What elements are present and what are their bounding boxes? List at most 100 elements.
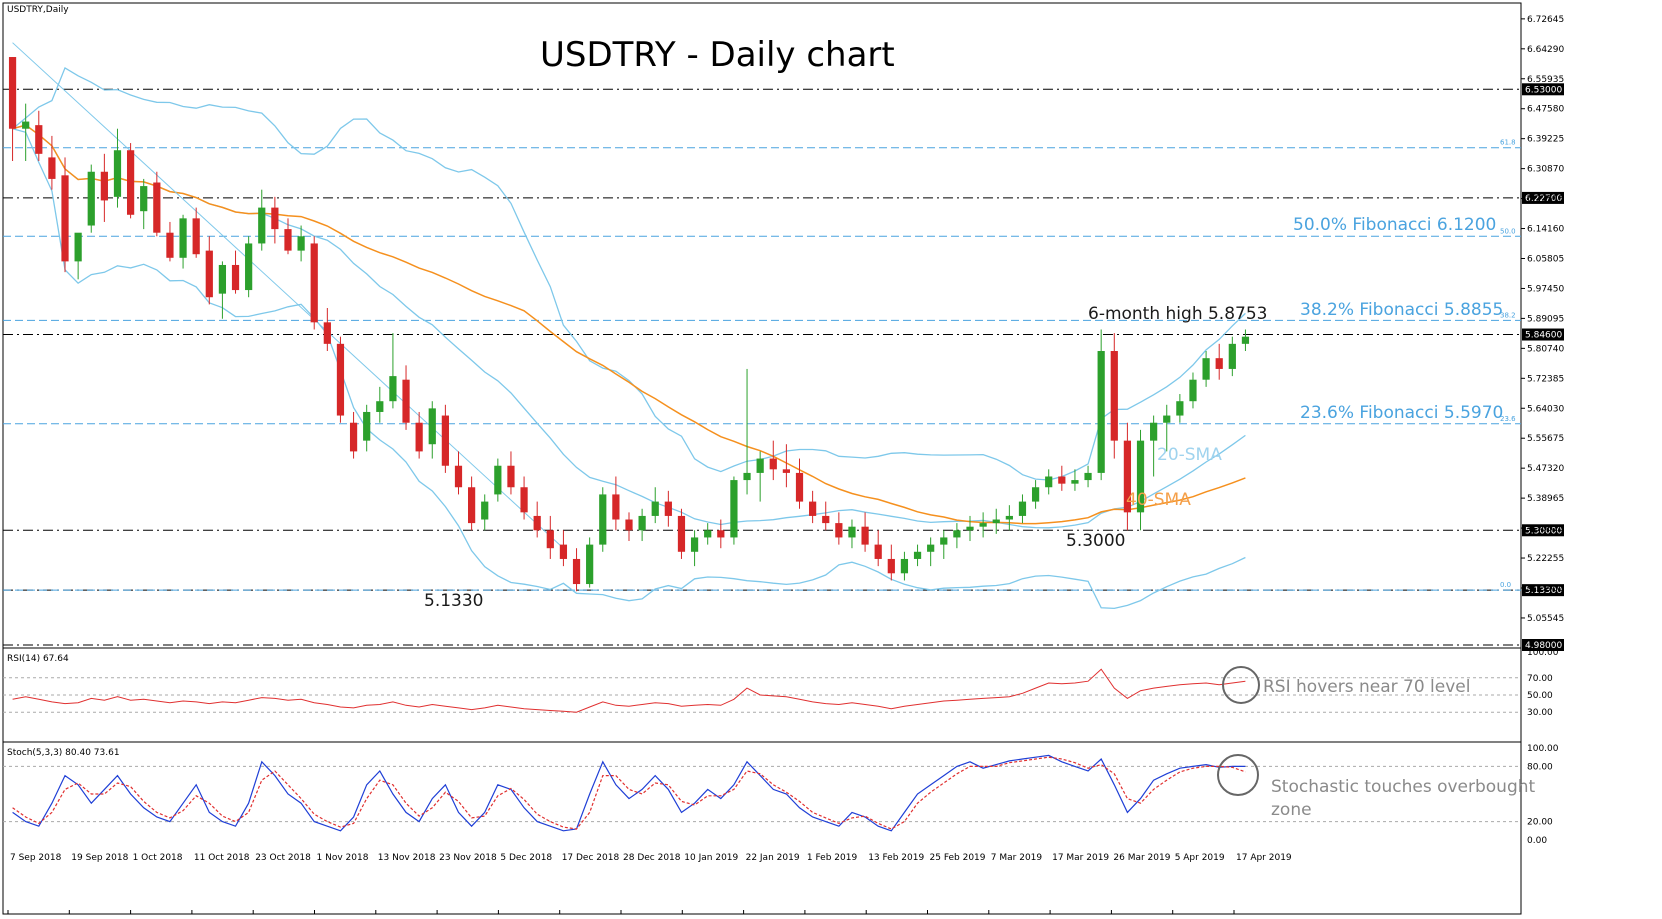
level-badge-text: 4.98000 xyxy=(1525,641,1562,651)
candle-body xyxy=(454,465,463,488)
price-tick-label: 6.47580 xyxy=(1527,105,1564,115)
date-tick-label: 28 Dec 2018 xyxy=(623,853,681,863)
candle-body xyxy=(900,558,909,574)
level-badge xyxy=(1522,83,1564,96)
date-tick-label: 7 Sep 2018 xyxy=(10,853,62,863)
candle-body xyxy=(1045,476,1053,488)
candle-body xyxy=(166,232,174,258)
candle-body xyxy=(822,515,830,524)
candle-body xyxy=(1241,336,1250,344)
stoch-tick-label: 0.00 xyxy=(1527,836,1547,846)
date-tick-label: 13 Feb 2019 xyxy=(868,853,924,863)
sma40-line xyxy=(12,124,1246,525)
candle-body xyxy=(1150,422,1158,441)
candle-body xyxy=(8,57,17,129)
rsi-tick-label: 70.00 xyxy=(1527,674,1553,684)
candle-body xyxy=(363,411,371,441)
candle-body xyxy=(638,515,646,531)
candle-body xyxy=(966,526,974,531)
price-tick-label: 6.64290 xyxy=(1527,45,1564,55)
levels-layer: 6.53000 6.22700 5.84600 5.30000 5.13300 4.980… xyxy=(3,83,1564,651)
candle-body xyxy=(730,480,738,538)
candle-body xyxy=(192,218,200,255)
fib-23-label: 23.6% Fibonacci 5.5970 xyxy=(1300,403,1503,423)
candle-body xyxy=(481,501,489,520)
candle-body xyxy=(428,408,436,445)
date-tick-label: 17 Apr 2019 xyxy=(1236,853,1292,863)
price-tick-label: 5.22255 xyxy=(1527,554,1564,564)
date-tick-label: 1 Oct 2018 xyxy=(133,853,183,863)
candle-body xyxy=(1071,480,1079,484)
candle-body xyxy=(284,229,292,251)
level-badge xyxy=(1522,524,1564,537)
date-tick-label: 7 Mar 2019 xyxy=(991,853,1043,863)
candle-body xyxy=(861,526,869,545)
date-tick-label: 23 Nov 2018 xyxy=(439,853,497,863)
candle-body xyxy=(323,322,331,344)
fib-38-label: 38.2% Fibonacci 5.8855 xyxy=(1300,300,1503,320)
bands-layer xyxy=(12,42,1246,610)
date-tick-label: 1 Feb 2019 xyxy=(807,853,858,863)
candle-body xyxy=(126,150,135,215)
candle-body xyxy=(271,207,279,230)
level-badge-text: 5.30000 xyxy=(1525,526,1562,536)
price-tick-label: 6.39225 xyxy=(1527,135,1564,145)
candle-body xyxy=(1123,440,1132,513)
candle-body xyxy=(743,472,751,481)
symbol-label: USDTRY,Daily xyxy=(7,5,69,15)
candle-body xyxy=(349,422,358,452)
candle-body xyxy=(310,243,318,323)
candle-body xyxy=(979,523,987,527)
candle-body xyxy=(717,530,725,538)
candle-body xyxy=(769,458,777,470)
candle-body xyxy=(887,558,895,574)
stoch-highlight-circle xyxy=(1217,754,1259,796)
candle-body xyxy=(1189,379,1197,402)
rsi-panel: 100.00 70.00 50.00 30.00 xyxy=(3,648,1559,718)
trend-line xyxy=(12,42,564,549)
candle-body xyxy=(74,232,82,262)
six-month-high-label: 6-month high 5.8753 xyxy=(1088,304,1267,324)
candle-body xyxy=(782,469,790,473)
candle-body xyxy=(1110,351,1118,441)
date-tick-label: 1 Nov 2018 xyxy=(317,853,369,863)
price-tick-label: 5.89095 xyxy=(1527,314,1564,324)
date-tick-label: 22 Jan 2019 xyxy=(746,853,800,863)
candle-body xyxy=(231,264,240,291)
price-tick-label: 5.47320 xyxy=(1527,464,1564,474)
fib-tag: 38.2 xyxy=(1500,311,1516,319)
candle-body xyxy=(1005,515,1013,520)
price-tick-label: 6.30870 xyxy=(1527,165,1564,175)
candle-body xyxy=(586,544,594,585)
date-axis: 7 Sep 2018 19 Sep 2018 1 Oct 2018 11 Oct 20… xyxy=(7,853,1292,914)
stoch-k-line xyxy=(12,754,1246,832)
candle-body xyxy=(389,376,397,402)
rsi-annotation: RSI hovers near 70 level xyxy=(1263,677,1470,697)
level-badge xyxy=(1522,584,1564,597)
chart-title: USDTRY - Daily chart xyxy=(540,35,895,75)
candle-body xyxy=(468,487,476,524)
price-tick-label: 5.13900 xyxy=(1527,584,1564,594)
candle-body xyxy=(809,501,817,516)
date-tick-label: 11 Oct 2018 xyxy=(194,853,250,863)
candle-body xyxy=(205,250,213,298)
stoch-d-line xyxy=(12,756,1246,830)
candle-body xyxy=(625,519,633,531)
candle-body xyxy=(258,207,266,244)
date-tick-label: 26 Mar 2019 xyxy=(1113,853,1170,863)
level-badge xyxy=(1522,191,1564,204)
bollinger-lower-line xyxy=(12,128,1246,610)
candle-body xyxy=(245,243,253,291)
date-tick-label: 10 Jan 2019 xyxy=(684,853,738,863)
candle-body xyxy=(1176,401,1184,416)
level-badge-text: 6.53000 xyxy=(1525,85,1562,95)
candle-body xyxy=(848,526,856,538)
candle-body xyxy=(690,537,699,552)
candle-body xyxy=(835,523,843,538)
candle-body xyxy=(336,343,345,416)
fib-tag: 0.0 xyxy=(1500,581,1511,589)
rsi-highlight-circle xyxy=(1222,666,1260,704)
price-tick-label: 5.30610 xyxy=(1527,524,1564,534)
candle-body xyxy=(441,415,449,466)
price-tick-label: 6.55935 xyxy=(1527,75,1564,85)
